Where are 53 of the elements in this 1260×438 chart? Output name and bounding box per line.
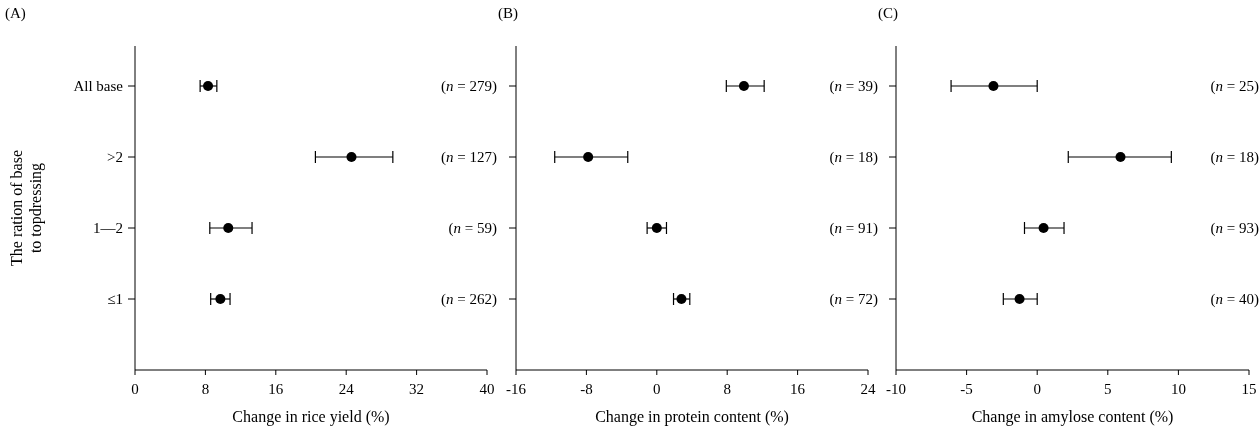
annotation: (n = 59) [448,220,497,237]
x-axis-title: Change in rice yield (%) [232,408,390,426]
x-tick-label: 16 [790,381,806,397]
x-tick-label: 10 [1170,381,1186,397]
y-tick-label: ≤1 [107,291,123,307]
x-tick-label: -5 [960,381,973,397]
point [676,294,687,304]
point [1038,223,1049,233]
point [1014,294,1025,304]
x-tick-label: 8 [201,381,210,397]
x-tick-label: -8 [580,381,593,397]
annotation: (n = 279) [441,78,497,95]
x-tick-label: 8 [723,381,731,397]
annotation: (n = 127) [441,149,497,166]
x-tick-label: 24 [338,381,355,397]
annotation: (n = 72) [829,291,878,308]
chart-title: (A) [5,5,26,22]
annotation: (n = 18) [829,149,878,166]
annotation: (n = 25) [1210,78,1259,95]
y-tick-label: 1—2 [93,220,123,236]
x-tick-label: 40 [479,381,495,397]
point [223,223,234,233]
point [583,152,594,162]
x-axis-title: Change in amylose content (%) [971,408,1174,426]
y-axis-title: The ration of base to topdressing [8,150,45,266]
point [651,223,662,233]
point [1115,152,1126,162]
point [346,152,357,162]
x-axis-title: Change in protein content (%) [595,408,789,426]
x-tick-label: 5 [1104,381,1112,397]
annotation: (n = 39) [829,78,878,95]
point [988,81,999,91]
chart-title: (C) [878,5,898,22]
point [215,294,226,304]
chart-title: (B) [498,5,518,22]
y-tick-label: >2 [107,149,123,165]
annotation: (n = 40) [1210,291,1259,308]
point [203,81,214,91]
x-tick-label: 15 [1241,381,1257,397]
annotation: (n = 91) [829,220,878,237]
annotation: (n = 93) [1210,220,1259,237]
x-tick-label: -10 [886,381,906,397]
x-tick-label: 0 [653,381,661,397]
annotation: (n = 18) [1210,149,1259,166]
x-tick-label: 24 [860,381,876,397]
annotation: (n = 262) [441,291,497,308]
point [738,81,749,91]
x-tick-label: -16 [506,381,527,397]
x-tick-label: 32 [409,381,425,397]
x-tick-label: 16 [268,381,284,397]
y-tick-label: All base [73,78,124,94]
x-tick-label: 0 [131,381,139,397]
x-tick-label: 0 [1033,381,1041,397]
